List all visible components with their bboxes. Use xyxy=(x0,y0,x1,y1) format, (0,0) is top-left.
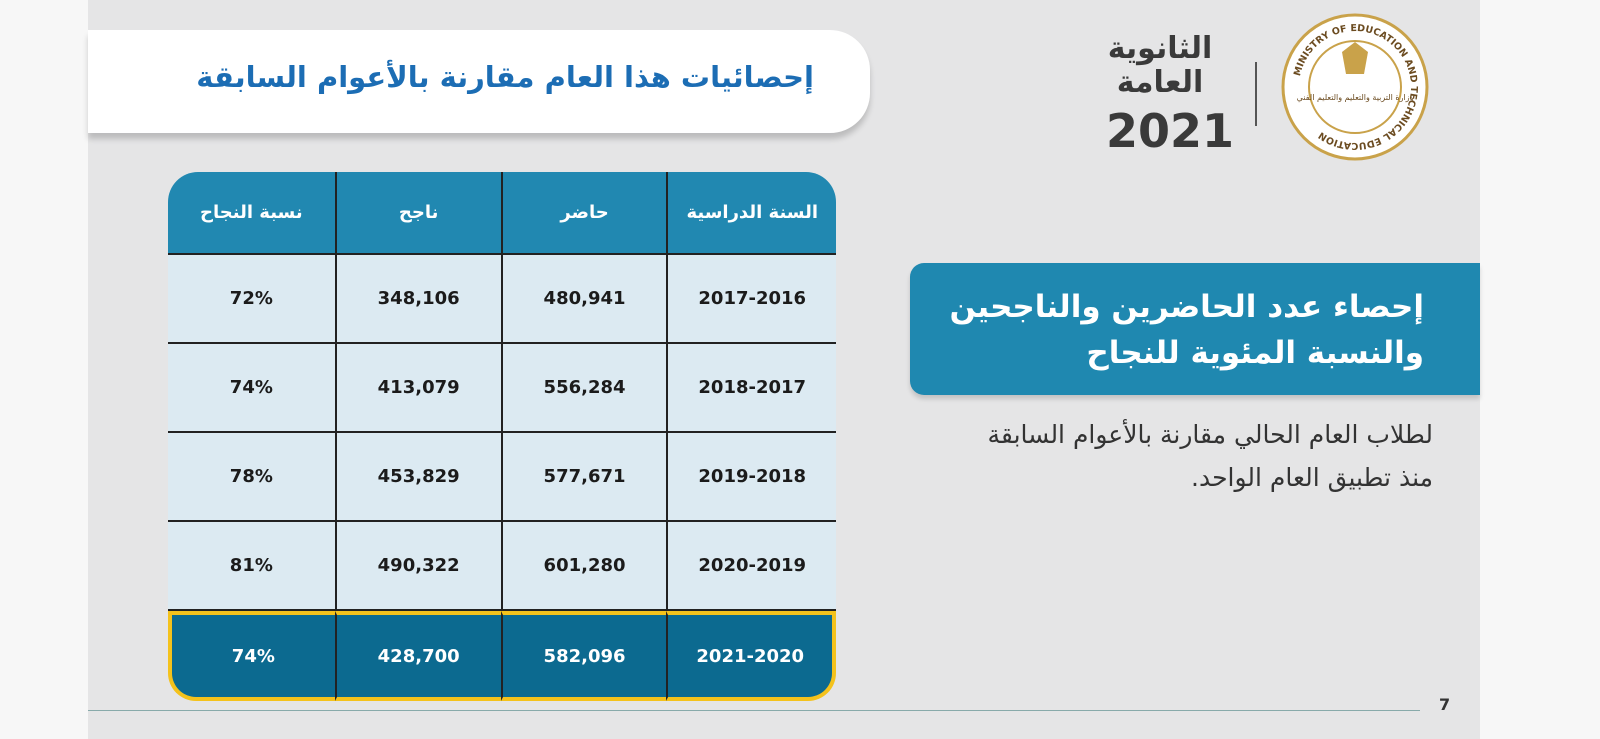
header-cell: السنة الدراسية xyxy=(666,172,836,255)
table-cell: 413,079 xyxy=(334,344,501,433)
table-row: 2018-2017 556,284 413,079 74% xyxy=(168,344,836,433)
table-cell: 72% xyxy=(168,255,335,344)
table-cell: 453,829 xyxy=(334,433,501,522)
table-cell: 348,106 xyxy=(334,255,501,344)
logo-text: الثانوية العامة xyxy=(1107,31,1213,100)
ministry-ar: وزارة التربية والتعليم والتعليم الفني xyxy=(1297,93,1414,102)
eagle xyxy=(1342,42,1368,74)
table-cell: 601,280 xyxy=(500,522,667,611)
description: لطلاب العام الحالي مقارنة بالأعوام الساب… xyxy=(987,420,1433,449)
table-row: 2021-2020 582,096 428,700 74% xyxy=(168,611,836,701)
table-cell: 2017-2016 xyxy=(666,255,836,344)
header-row: السنة الدراسية حاضر ناجح نسبة النجاح xyxy=(168,172,836,255)
table-cell: 81% xyxy=(168,522,335,611)
logo-year: 2021 xyxy=(1106,104,1235,158)
table-cell: 480,941 xyxy=(500,255,667,344)
stats-table: السنة الدراسية حاضر ناجح نسبة النجاح 2017-2… xyxy=(168,172,836,701)
table-cell: 2019-2018 xyxy=(666,433,836,522)
table-cell: 2020-2019 xyxy=(666,522,836,611)
table-cell: 556,284 xyxy=(500,344,667,433)
side-heading: والنسبة المئوية للنجاح xyxy=(1086,335,1424,371)
table-row: 2019-2018 577,671 453,829 78% xyxy=(168,433,836,522)
table-cell: 428,700 xyxy=(334,611,501,701)
table-cell: 577,671 xyxy=(500,433,667,522)
header-cell: حاضر xyxy=(500,172,667,255)
ministry-logo: MINISTRY OF EDUCATION AND TECHNICAL EDUC… xyxy=(1281,13,1429,161)
side-box: إحصاء عدد الحاضرين والناجحين والنسبة الم… xyxy=(910,263,1480,395)
footer-line xyxy=(88,710,1420,711)
table-cell: 582,096 xyxy=(500,611,667,701)
header-cell: نسبة النجاح xyxy=(168,172,335,255)
header-cell: ناجح xyxy=(334,172,501,255)
table-cell: 2021-2020 xyxy=(666,611,836,701)
page-number: 7 xyxy=(1439,695,1451,714)
divider xyxy=(1255,62,1257,126)
table-body: 2017-2016 480,941 348,106 72% 2018-2017 556,2… xyxy=(168,255,836,701)
table-cell: 490,322 xyxy=(334,522,501,611)
table-cell: 74% xyxy=(168,344,335,433)
table-row: 2017-2016 480,941 348,106 72% xyxy=(168,255,836,344)
table-row: 2020-2019 601,280 490,322 81% xyxy=(168,522,836,611)
table-cell: 2018-2017 xyxy=(666,344,836,433)
table-cell: 74% xyxy=(168,611,335,701)
title-box: إحصائيات هذا العام مقارنة بالأعوام الساب… xyxy=(88,30,870,133)
description: منذ تطبيق العام الواحد. xyxy=(1191,463,1433,492)
title: إحصائيات هذا العام مقارنة بالأعوام الساب… xyxy=(196,60,814,94)
table-cell: 78% xyxy=(168,433,335,522)
logo-inner xyxy=(1308,40,1402,134)
side-heading: إحصاء عدد الحاضرين والناجحين xyxy=(949,289,1424,325)
